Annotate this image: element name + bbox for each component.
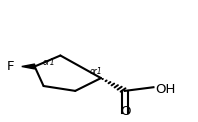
Polygon shape (22, 64, 35, 69)
Text: O: O (120, 105, 131, 118)
Text: or1: or1 (90, 67, 102, 76)
Text: or1: or1 (42, 58, 55, 67)
Text: OH: OH (155, 83, 175, 96)
Text: F: F (7, 60, 15, 73)
